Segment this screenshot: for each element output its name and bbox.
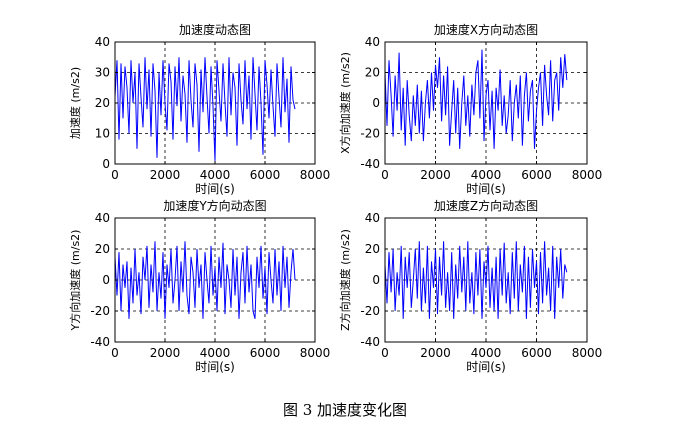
series-line-1 bbox=[384, 49, 568, 149]
x-tick-label: 8000 bbox=[300, 346, 331, 360]
x-axis-label: 时间(s) bbox=[195, 182, 235, 196]
x-tick-label: 0 bbox=[111, 346, 119, 360]
x-tick-label: 2000 bbox=[150, 168, 181, 182]
chart-title: 加速度X方向动态图 bbox=[434, 22, 538, 37]
chart-title: 加速度Z方向动态图 bbox=[434, 198, 538, 213]
x-tick-label: 8000 bbox=[300, 168, 331, 182]
x-axis-label: 时间(s) bbox=[195, 360, 235, 374]
x-tick-label: 8000 bbox=[572, 168, 603, 182]
x-tick-label: 4000 bbox=[471, 346, 502, 360]
x-tick-label: 6000 bbox=[521, 346, 552, 360]
x-axis-label: 时间(s) bbox=[466, 182, 506, 196]
x-tick-label: 8000 bbox=[572, 346, 603, 360]
y-tick-label: -20 bbox=[360, 127, 380, 141]
x-tick-label: 2000 bbox=[420, 168, 451, 182]
x-tick-label: 2000 bbox=[420, 346, 451, 360]
chart-title: 加速度Y方向动态图 bbox=[163, 198, 266, 213]
x-tick-label: 4000 bbox=[200, 346, 231, 360]
y-tick-label: 10 bbox=[95, 127, 110, 141]
series-line-1 bbox=[114, 241, 296, 319]
x-tick-label: 0 bbox=[381, 168, 389, 182]
y-tick-label: 30 bbox=[95, 66, 110, 80]
series-line-1 bbox=[114, 57, 296, 161]
y-axis-label: 加速度 (m/s2) bbox=[68, 67, 82, 139]
y-axis-label: Z方向加速度 (m/s2) bbox=[338, 229, 352, 331]
y-tick-label: 20 bbox=[95, 96, 110, 110]
chart-title: 加速度动态图 bbox=[179, 22, 251, 37]
y-tick-label: 40 bbox=[95, 211, 110, 225]
y-axis-label: X方向加速度 (m/s2) bbox=[338, 52, 352, 154]
y-tick-label: 20 bbox=[95, 242, 110, 256]
y-tick-label: -20 bbox=[90, 304, 110, 318]
chart-panel-2: 0 2000 4000 6000 8000 -40 -20 0 20 40 加速度X方向动态图时间(… bbox=[338, 22, 602, 196]
x-tick-label: 6000 bbox=[521, 168, 552, 182]
y-tick-label: 40 bbox=[95, 35, 110, 49]
y-tick-label: -20 bbox=[360, 304, 380, 318]
x-axis-label: 时间(s) bbox=[466, 360, 506, 374]
x-tick-label: 0 bbox=[111, 168, 119, 182]
y-tick-label: 20 bbox=[365, 66, 380, 80]
x-tick-label: 4000 bbox=[200, 168, 231, 182]
x-tick-label: 0 bbox=[381, 346, 389, 360]
y-tick-label: -40 bbox=[90, 335, 110, 349]
x-tick-label: 6000 bbox=[250, 346, 281, 360]
y-tick-label: 0 bbox=[372, 273, 380, 287]
y-axis-label: Y方向加速度 (m/s2) bbox=[68, 230, 82, 332]
y-tick-label: 0 bbox=[102, 157, 110, 171]
y-tick-label: 0 bbox=[372, 96, 380, 110]
y-tick-label: -40 bbox=[360, 335, 380, 349]
x-tick-label: 2000 bbox=[150, 346, 181, 360]
y-tick-label: -40 bbox=[360, 157, 380, 171]
y-tick-label: 0 bbox=[102, 273, 110, 287]
chart-panel-3: 0 2000 4000 6000 8000 -40 -20 0 20 40 加速度Y方向动态图时间(… bbox=[68, 198, 330, 374]
y-tick-label: 40 bbox=[365, 35, 380, 49]
x-tick-label: 6000 bbox=[250, 168, 281, 182]
chart-panel-4: 0 2000 4000 6000 8000 -40 -20 0 20 40 加速度Z方向动态图时间(… bbox=[338, 198, 602, 374]
figure-caption: 图 3 加速度变化图 bbox=[283, 401, 407, 419]
series-line-1 bbox=[384, 241, 568, 319]
y-tick-label: 40 bbox=[365, 211, 380, 225]
x-tick-label: 4000 bbox=[471, 168, 502, 182]
y-tick-label: 20 bbox=[365, 242, 380, 256]
